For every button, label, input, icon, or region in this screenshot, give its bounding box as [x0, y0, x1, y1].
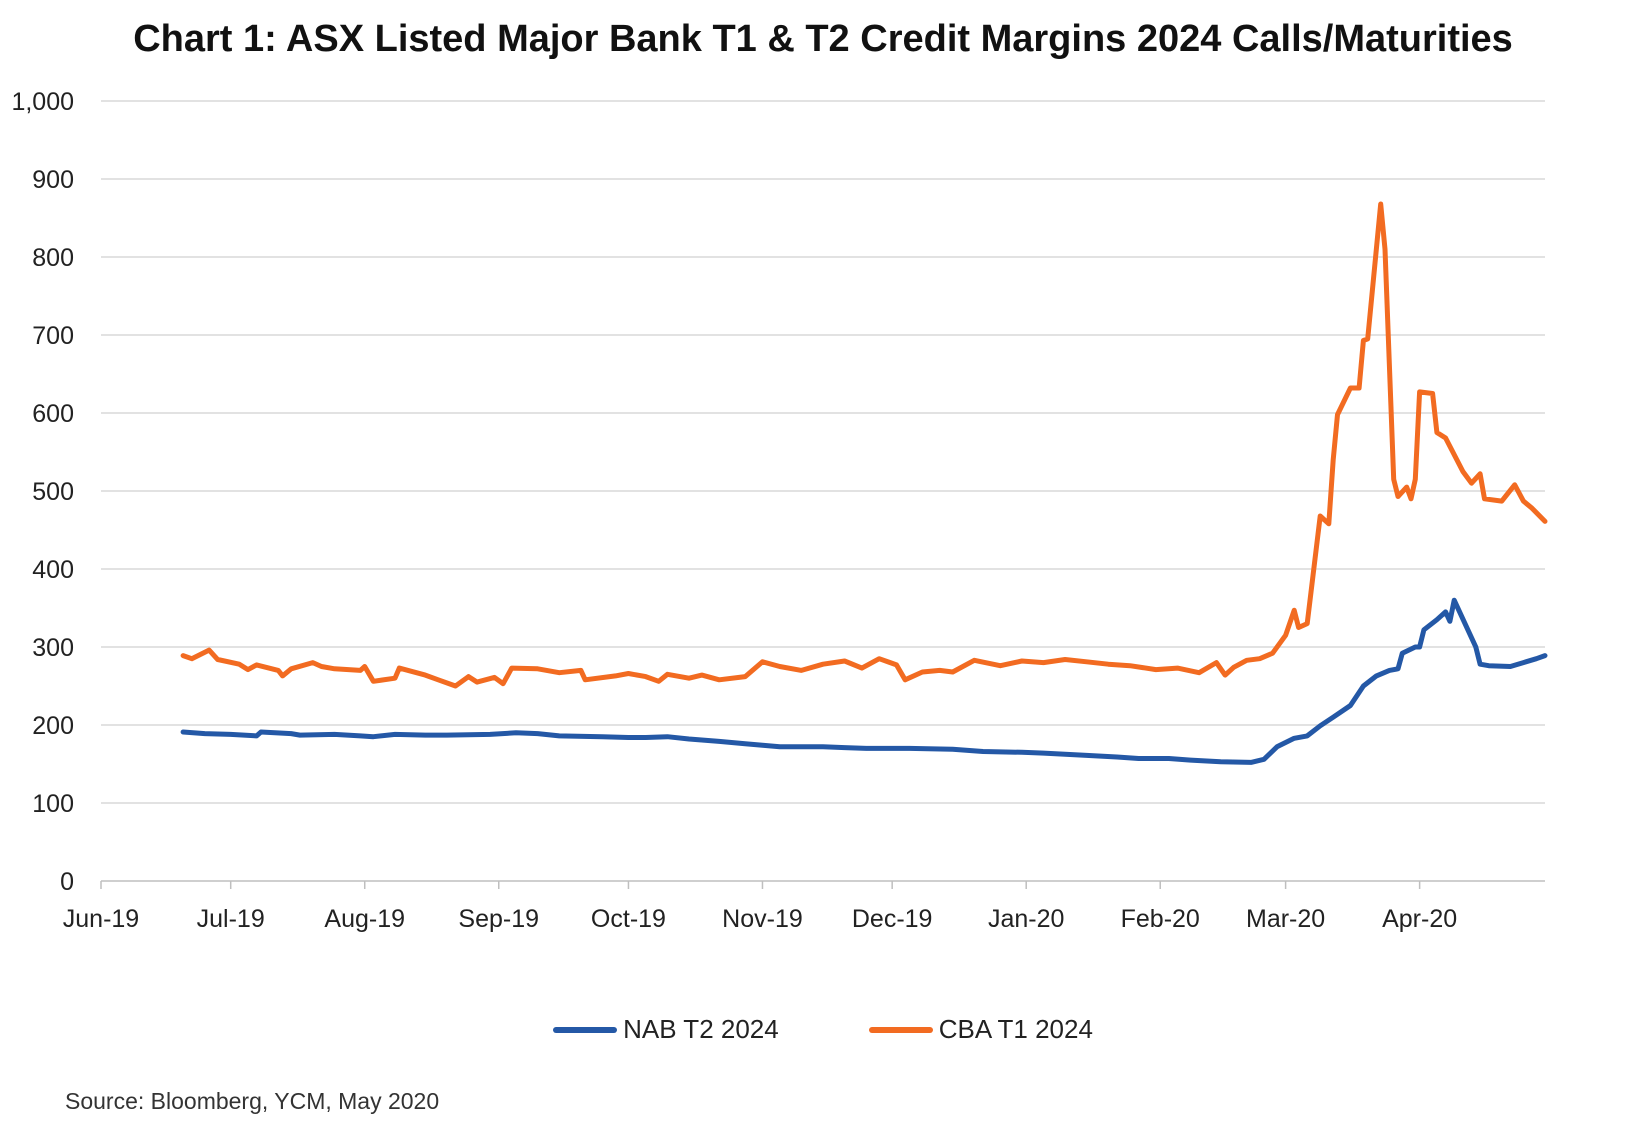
y-tick-label: 1,000: [11, 88, 74, 116]
series-lines: [180, 201, 1548, 765]
y-tick-label: 500: [32, 478, 74, 506]
y-tick-label: 700: [32, 322, 74, 350]
legend-label-nab: NAB T2 2024: [623, 1014, 779, 1044]
x-tick-label: Dec-19: [852, 905, 933, 933]
x-tick-label: Feb-20: [1121, 905, 1200, 933]
x-tick-label: Jun-19: [63, 905, 139, 933]
y-tick-label: 400: [32, 556, 74, 584]
legend-label-cba: CBA T1 2024: [938, 1014, 1093, 1044]
x-tick-label: Jul-19: [197, 905, 265, 933]
gridlines: [101, 100, 1545, 804]
y-tick-label: 200: [32, 712, 74, 740]
legend-item-nab: NAB T2 2024: [553, 1014, 779, 1045]
y-tick-label: 900: [32, 166, 74, 194]
x-tick-label: Apr-20: [1382, 905, 1457, 933]
y-tick-label: 0: [60, 868, 74, 896]
y-tick-label: 600: [32, 400, 74, 428]
legend-swatch-cba: [868, 1026, 933, 1033]
y-tick-label: 100: [32, 790, 74, 818]
y-tick-label: 300: [32, 634, 74, 662]
x-tick-label: Sep-19: [458, 905, 539, 933]
chart-title: Chart 1: ASX Listed Major Bank T1 & T2 C…: [133, 18, 1513, 60]
source-note: Source: Bloomberg, YCM, May 2020: [65, 1088, 440, 1114]
legend: NAB T2 2024 CBA T1 2024: [0, 1014, 1646, 1045]
legend-item-cba: CBA T1 2024: [868, 1014, 1093, 1045]
x-tick-label: Oct-19: [591, 905, 666, 933]
x-tick-label: Nov-19: [722, 905, 803, 933]
series-line-cba-t1-2024: [180, 201, 1548, 689]
axes: 0 100 200 300 400 500 600 700 800 900 1,000 Jun-19 J…: [11, 88, 1545, 933]
series-line-nab-t2-2024: [180, 597, 1548, 765]
x-tick-label: Mar-20: [1246, 905, 1325, 933]
y-tick-label: 800: [32, 244, 74, 272]
x-tick-label: Jan-20: [988, 905, 1064, 933]
legend-swatch-nab: [553, 1026, 618, 1033]
x-tick-label: Aug-19: [324, 905, 405, 933]
